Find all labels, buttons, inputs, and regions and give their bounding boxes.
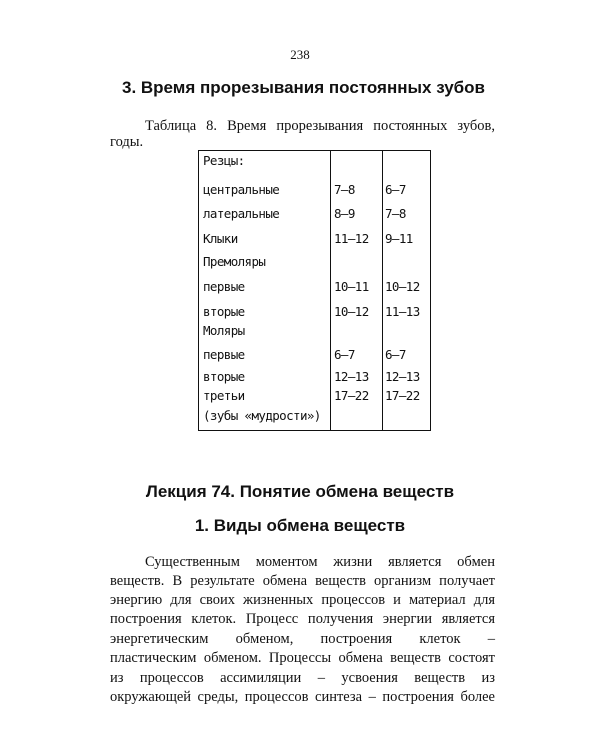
table-cell: 10–12 — [334, 304, 369, 319]
paragraph-line: пластическим обменом. Процессы обмена ве… — [110, 650, 495, 666]
table-cell: 11–13 — [385, 304, 420, 319]
page-number: 238 — [290, 47, 310, 62]
paragraph-line: веществ. В результате обмена веществ орг… — [110, 573, 495, 589]
table-cell: 6–7 — [385, 182, 406, 197]
paragraph-line: из процессов ассимиляции – усвоения веще… — [110, 670, 495, 686]
table-cell: 11–12 — [334, 231, 369, 246]
paragraph-line: Существенным моментом жизни является обм… — [145, 554, 495, 570]
table-cell: 12–13 — [385, 369, 420, 384]
column-rule — [382, 151, 383, 430]
table-cell: 7–8 — [334, 182, 355, 197]
table-cell: латеральные — [203, 206, 280, 221]
subheading: 1. Виды обмена веществ — [194, 516, 406, 535]
paragraph-line: окружающей среды, процессов синтеза – по… — [110, 689, 495, 705]
table-cell: 8–9 — [334, 206, 355, 221]
table-cell: 7–8 — [385, 206, 406, 221]
table-cell: Премоляры — [203, 254, 266, 269]
paragraph-line: энергию для своих жизненных процессов и … — [110, 592, 495, 608]
table-cell: третьи — [203, 388, 245, 403]
table-cell: 12–13 — [334, 369, 369, 384]
section-heading: 3. Время прорезывания постоянных зубов — [122, 78, 486, 97]
table-cell: вторые — [203, 369, 245, 384]
table-cell: первые — [203, 279, 245, 294]
caption-line: годы. — [110, 134, 144, 150]
paragraph-line: построения клеток. Процесс получения эне… — [110, 611, 495, 627]
table-cell: 6–7 — [334, 347, 355, 362]
table-cell: Резцы: — [203, 153, 245, 168]
paragraph-line: энергетическим обменом, построения клето… — [110, 631, 495, 647]
table-cell: центральные — [203, 182, 280, 197]
table-cell: Клыки — [203, 231, 238, 246]
table-cell: Моляры — [203, 323, 245, 338]
table-cell: 9–11 — [385, 231, 413, 246]
table-cell: вторые — [203, 304, 245, 319]
table-cell: 10–11 — [334, 279, 369, 294]
table-cell: 10–12 — [385, 279, 420, 294]
lecture-heading: Лекция 74. Понятие обмена веществ — [145, 482, 455, 501]
caption-line: Таблица 8. Время прорезывания постоянных… — [145, 118, 495, 134]
table-cell: первые — [203, 347, 245, 362]
table-cell: 6–7 — [385, 347, 406, 362]
table-cell: 17–22 — [334, 388, 369, 403]
table-cell: (зубы «мудрости») — [203, 408, 321, 423]
column-rule — [330, 151, 331, 430]
table-cell: 17–22 — [385, 388, 420, 403]
table — [198, 150, 431, 431]
